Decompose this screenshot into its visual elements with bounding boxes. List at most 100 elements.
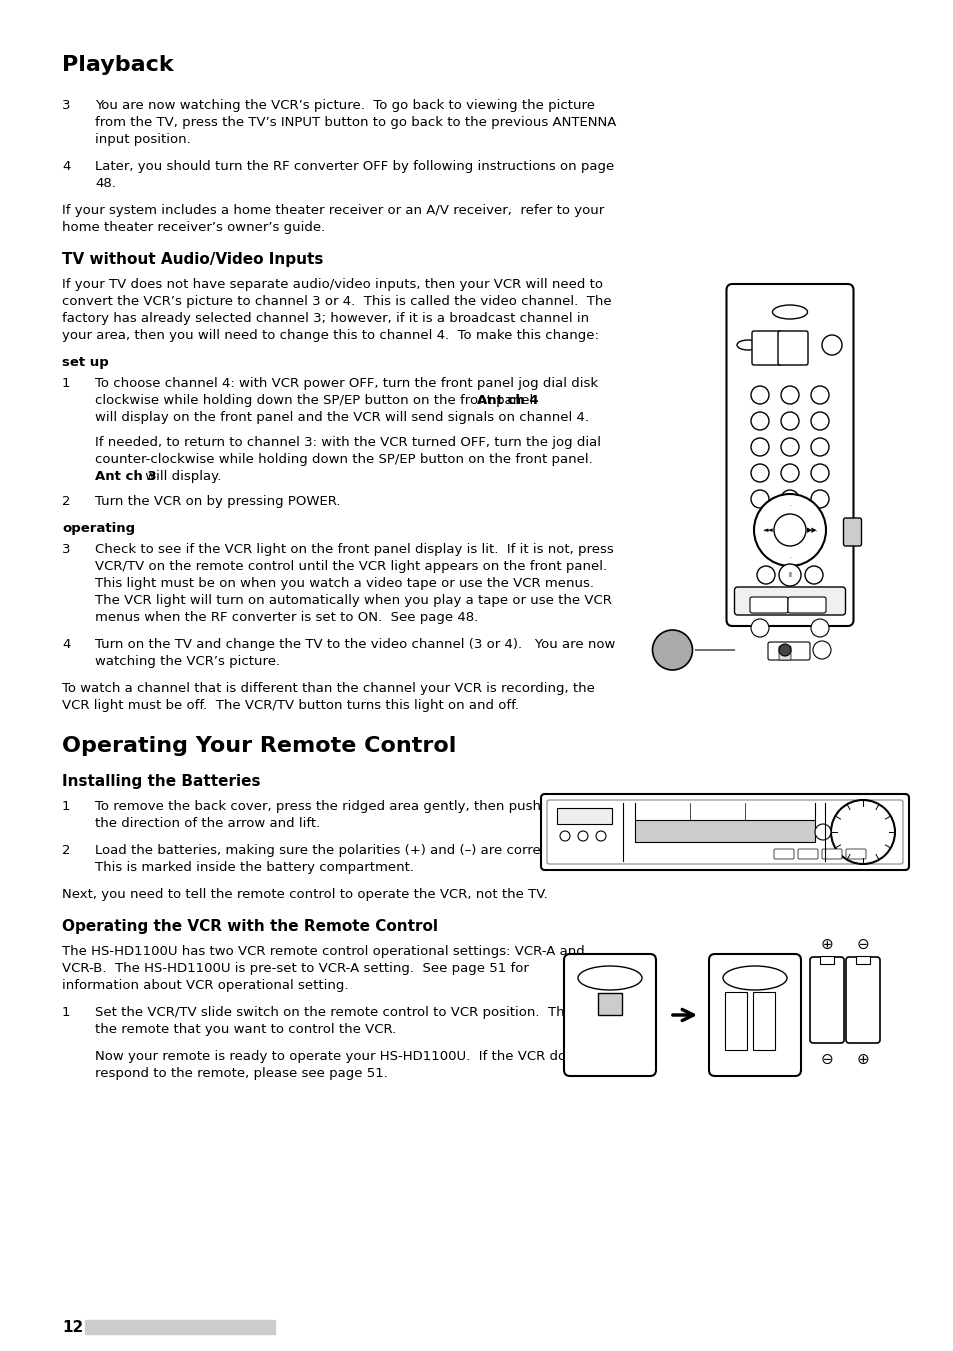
Circle shape <box>652 630 692 670</box>
Circle shape <box>750 490 768 508</box>
Text: input position.: input position. <box>95 132 191 146</box>
Ellipse shape <box>737 340 759 350</box>
Circle shape <box>750 619 768 638</box>
Text: The VCR light will turn on automatically when you play a tape or use the VCR: The VCR light will turn on automatically… <box>95 594 611 607</box>
Circle shape <box>750 438 768 457</box>
Circle shape <box>781 438 799 457</box>
Circle shape <box>814 824 830 840</box>
Text: 3: 3 <box>62 99 71 112</box>
Bar <box>820 957 833 965</box>
Bar <box>85 1320 274 1333</box>
Bar <box>752 992 774 1050</box>
Text: Check to see if the VCR light on the front panel display is lit.  If it is not, : Check to see if the VCR light on the fro… <box>95 543 613 557</box>
Circle shape <box>781 412 799 430</box>
Circle shape <box>810 619 828 638</box>
Circle shape <box>781 490 799 508</box>
Circle shape <box>812 640 830 659</box>
Text: To watch a channel that is different than the channel your VCR is recording, the: To watch a channel that is different tha… <box>62 682 595 694</box>
Text: home theater receiver’s owner’s guide.: home theater receiver’s owner’s guide. <box>62 222 325 234</box>
Text: your area, then you will need to change this to channel 4.  To make this change:: your area, then you will need to change … <box>62 330 598 342</box>
FancyBboxPatch shape <box>787 597 825 613</box>
Text: This light must be on when you watch a video tape or use the VCR menus.: This light must be on when you watch a v… <box>95 577 594 590</box>
Text: Operating Your Remote Control: Operating Your Remote Control <box>62 736 456 757</box>
Text: Next, you need to tell the remote control to operate the VCR, not the TV.: Next, you need to tell the remote contro… <box>62 888 547 901</box>
Text: will display on the front panel and the VCR will send signals on channel 4.: will display on the front panel and the … <box>95 411 588 424</box>
Text: To remove the back cover, press the ridged area gently, then push the cover in: To remove the back cover, press the ridg… <box>95 800 624 813</box>
Circle shape <box>810 490 828 508</box>
FancyBboxPatch shape <box>726 284 853 626</box>
Bar <box>724 992 746 1050</box>
Text: ⊕: ⊕ <box>820 938 833 952</box>
Circle shape <box>830 800 894 865</box>
Text: Turn the VCR on by pressing POWER.: Turn the VCR on by pressing POWER. <box>95 494 340 508</box>
Text: will display.: will display. <box>140 470 220 484</box>
Text: 4: 4 <box>62 638 71 651</box>
Ellipse shape <box>772 305 806 319</box>
Circle shape <box>804 566 822 584</box>
Text: VCR light must be off.  The VCR/TV button turns this light on and off.: VCR light must be off. The VCR/TV button… <box>62 698 518 712</box>
Text: convert the VCR’s picture to channel 3 or 4.  This is called the video channel. : convert the VCR’s picture to channel 3 o… <box>62 295 611 308</box>
Text: You are now watching the VCR’s picture.  To go back to viewing the picture: You are now watching the VCR’s picture. … <box>95 99 595 112</box>
Text: This is marked inside the battery compartment.: This is marked inside the battery compar… <box>95 861 414 874</box>
FancyBboxPatch shape <box>821 848 841 859</box>
Text: from the TV, press the TV’s INPUT button to go back to the previous ANTENNA: from the TV, press the TV’s INPUT button… <box>95 116 616 128</box>
Text: .: . <box>814 527 816 532</box>
Text: Now your remote is ready to operate your HS-HD1100U.  If the VCR does not: Now your remote is ready to operate your… <box>95 1050 607 1063</box>
Circle shape <box>779 563 801 586</box>
FancyBboxPatch shape <box>734 586 844 615</box>
Circle shape <box>750 386 768 404</box>
Bar <box>557 808 612 824</box>
Text: Set the VCR/TV slide switch on the remote control to VCR position.  This “tells”: Set the VCR/TV slide switch on the remot… <box>95 1006 620 1019</box>
Text: Load the batteries, making sure the polarities (+) and (–) are correct.: Load the batteries, making sure the pola… <box>95 844 557 857</box>
Text: ◄◄: ◄◄ <box>761 527 773 534</box>
Text: watching the VCR’s picture.: watching the VCR’s picture. <box>95 655 280 667</box>
FancyBboxPatch shape <box>773 848 793 859</box>
Text: II: II <box>787 571 791 578</box>
Text: If your system includes a home theater receiver or an A/V receiver,  refer to yo: If your system includes a home theater r… <box>62 204 603 218</box>
Circle shape <box>821 335 841 355</box>
Text: set up: set up <box>62 357 109 369</box>
FancyBboxPatch shape <box>708 954 801 1075</box>
Text: Later, you should turn the RF converter OFF by following instructions on page: Later, you should turn the RF converter … <box>95 159 614 173</box>
Text: factory has already selected channel 3; however, if it is a broadcast channel in: factory has already selected channel 3; … <box>62 312 589 326</box>
Text: 2: 2 <box>62 494 71 508</box>
FancyBboxPatch shape <box>540 794 908 870</box>
Circle shape <box>753 494 825 566</box>
FancyBboxPatch shape <box>845 848 865 859</box>
Circle shape <box>578 831 587 842</box>
Text: 2: 2 <box>62 844 71 857</box>
Circle shape <box>757 566 774 584</box>
Circle shape <box>810 386 828 404</box>
Circle shape <box>781 463 799 482</box>
Ellipse shape <box>578 966 641 990</box>
FancyBboxPatch shape <box>842 517 861 546</box>
Text: To choose channel 4: with VCR power OFF, turn the front panel jog dial disk: To choose channel 4: with VCR power OFF,… <box>95 377 598 390</box>
Circle shape <box>810 463 828 482</box>
Text: If your TV does not have separate audio/video inputs, then your VCR will need to: If your TV does not have separate audio/… <box>62 278 602 290</box>
Text: respond to the remote, please see page 51.: respond to the remote, please see page 5… <box>95 1067 388 1079</box>
Bar <box>598 993 621 1015</box>
Text: .: . <box>788 501 790 507</box>
FancyBboxPatch shape <box>751 331 781 365</box>
Text: ⊕: ⊕ <box>856 1052 868 1067</box>
Text: The HS-HD1100U has two VCR remote control operational settings: VCR-A and: The HS-HD1100U has two VCR remote contro… <box>62 944 584 958</box>
FancyBboxPatch shape <box>809 957 843 1043</box>
Circle shape <box>596 831 605 842</box>
Text: operating: operating <box>62 521 135 535</box>
Text: information about VCR operational setting.: information about VCR operational settin… <box>62 979 348 992</box>
FancyBboxPatch shape <box>778 331 807 365</box>
Circle shape <box>781 386 799 404</box>
Text: 3: 3 <box>62 543 71 557</box>
FancyBboxPatch shape <box>749 597 787 613</box>
Text: 1: 1 <box>62 1006 71 1019</box>
FancyBboxPatch shape <box>797 848 817 859</box>
Text: Operating the VCR with the Remote Control: Operating the VCR with the Remote Contro… <box>62 919 437 934</box>
Text: ⊖: ⊖ <box>820 1052 833 1067</box>
Text: Installing the Batteries: Installing the Batteries <box>62 774 260 789</box>
FancyBboxPatch shape <box>767 642 809 661</box>
Text: ⊖: ⊖ <box>856 938 868 952</box>
Circle shape <box>810 438 828 457</box>
FancyBboxPatch shape <box>845 957 879 1043</box>
Text: the direction of the arrow and lift.: the direction of the arrow and lift. <box>95 817 320 830</box>
Circle shape <box>750 412 768 430</box>
